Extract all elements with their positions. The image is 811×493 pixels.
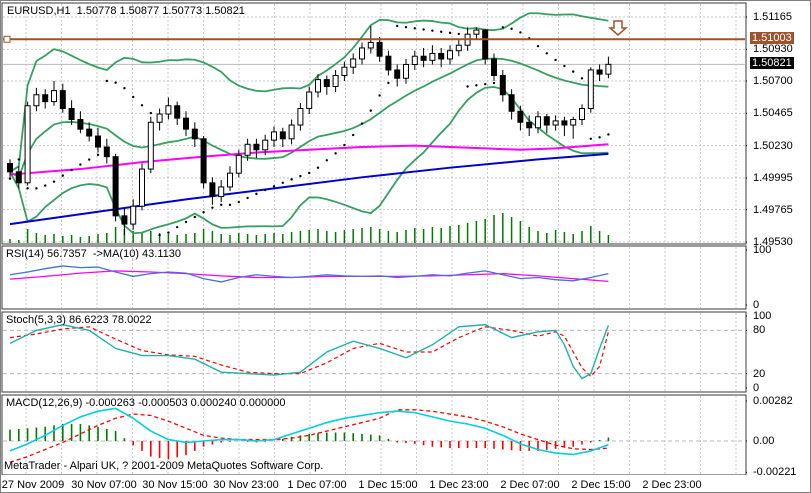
- price-scale[interactable]: 1.51165 1.50930 1.50700 1.50465 1.50230 1.499…: [747, 1, 810, 478]
- price-label: 1.49530: [753, 235, 793, 248]
- stoch-scale-label: 80: [753, 324, 766, 337]
- price-label: 1.49995: [753, 172, 793, 184]
- price-label: 1.50230: [753, 139, 793, 152]
- time-label: 27 Nov 2009: [1, 479, 65, 491]
- time-axis[interactable]: 27 Nov 2009 30 Nov 07:00 30 Nov 15:00 30 No…: [1, 475, 810, 492]
- stoch-scale-label: 100: [753, 310, 772, 322]
- time-label: 30 Nov 07:00: [71, 479, 137, 491]
- stoch-scale-label: 20: [753, 367, 766, 380]
- time-label: 1 Dec 07:00: [287, 479, 347, 491]
- rsi-scale-label: 100: [753, 244, 772, 256]
- line-price-badge: 1.51003: [750, 32, 794, 45]
- chart-symbol-ohlc: EURUSD,H1 1.50778 1.50877 1.50773 1.5082…: [7, 5, 245, 17]
- time-label: 1 Dec 15:00: [358, 479, 418, 491]
- time-label: 2 Dec 15:00: [571, 479, 631, 491]
- price-label: 1.51165: [753, 11, 792, 23]
- time-label: 2 Dec 07:00: [500, 479, 560, 491]
- macd-scale-label: 0.00282: [753, 395, 793, 407]
- time-label: 30 Nov 23:00: [213, 479, 279, 491]
- price-label: 1.50930: [753, 43, 793, 56]
- sell-arrow-icon[interactable]: [608, 20, 628, 36]
- rsi-scale-label: 0: [753, 299, 760, 311]
- price-label: 1.50465: [753, 107, 793, 120]
- time-label: 2 Dec 23:00: [642, 479, 702, 491]
- macd-scale-label: 0.00: [753, 435, 775, 447]
- price-label: 1.49765: [753, 203, 793, 216]
- macd-indicator-label: MACD(12,26,9) -0.000263 -0.000503 0.0002…: [6, 397, 286, 409]
- horizontal-line-object[interactable]: [3, 35, 745, 43]
- copyright-text: MetaTrader - Alpari UK, ? 2001-2009 Meta…: [4, 460, 324, 472]
- stoch-indicator-label: Stoch(5,3,3) 86.6223 78.0022: [6, 314, 152, 326]
- time-label: 30 Nov 15:00: [142, 479, 208, 491]
- price-label: 1.50700: [753, 74, 793, 87]
- time-label: 1 Dec 23:00: [429, 479, 489, 491]
- rsi-indicator-label: RSI(14) 56.7357 ->MA(10) 43.1130: [6, 248, 181, 260]
- stoch-scale-label: 0: [753, 382, 760, 394]
- current-price-badge: 1.50821: [750, 57, 794, 70]
